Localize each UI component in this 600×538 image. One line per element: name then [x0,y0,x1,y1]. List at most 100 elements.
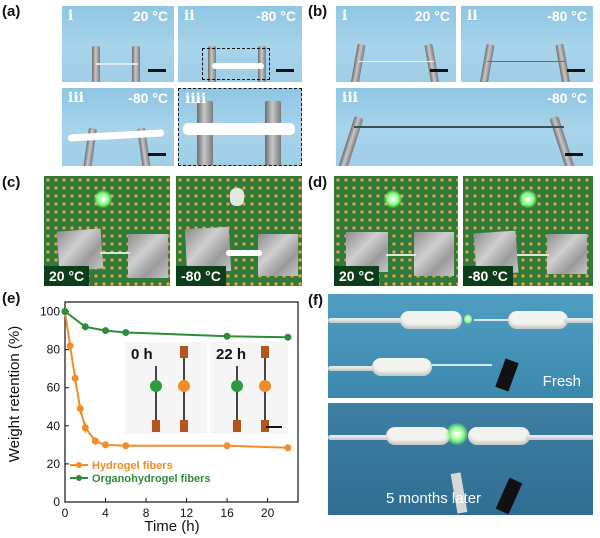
fiber [474,319,510,321]
legend-marker [76,462,82,468]
inset-0h-label: 0 h [131,346,153,363]
tweezer-left [479,43,495,82]
fiber-hanger [155,366,157,420]
clip-sheath [508,311,568,329]
stretched-fiber [354,126,564,128]
panel-b-iii-temp: -80 °C [547,90,587,106]
inset-0h-photo: 0 h [125,342,207,434]
clip [261,346,269,358]
scale-bar [430,69,448,72]
panel-b-iii-roman: iii [342,90,358,106]
x-tick-label: 20 [261,506,275,520]
frozen-fiber [226,250,262,256]
y-axis-label: Weight retention (%) [6,326,23,462]
panel-d-left-temp: 20 °C [334,266,380,286]
series-line-organohydrogel [64,310,288,339]
led-lit [519,190,537,208]
led-lit [464,314,472,324]
clip-sheath [400,311,462,329]
clip-sheath [468,427,530,445]
data-point [102,441,110,449]
panel-a-ii-roman: ii [184,8,195,24]
data-point [91,437,99,445]
panel-b-i-photo: i 20 °C [336,6,456,82]
led-off [230,188,244,206]
panel-b-ii-temp: -80 °C [547,8,587,24]
x-tick-label: 8 [143,506,150,520]
tweezer-left [337,115,364,166]
foil-electrode [414,232,454,276]
data-point [71,374,79,382]
led-lit [446,423,468,445]
x-tick-label: 4 [102,506,109,520]
panel-a-i-roman: i [68,8,74,24]
panel-a-iii-temp: -80 °C [128,90,168,106]
led-lit [94,190,112,208]
panel-f-bottom-caption: 5 months later [386,490,482,507]
zoom-box [202,48,270,80]
foil-electrode [258,234,298,276]
fiber [432,364,492,366]
panel-a-i-temp: 20 °C [132,8,168,24]
x-tick-label: 12 [180,506,194,520]
cable [328,435,392,440]
y-tick-label: 100 [40,305,60,319]
tweezer-right [555,43,571,82]
x-axis-label: Time (h) [144,518,199,535]
panel-c-right-temp: -80 °C [176,266,226,286]
panel-a-i-photo: i 20 °C [62,6,174,82]
data-point [122,442,130,450]
panel-f-fresh-photo: Fresh [328,294,593,398]
panel-c-right-photo: -80 °C [176,176,302,286]
scale-bar [148,69,166,72]
panel-f-5months-photo: 5 months later [328,403,593,515]
cable [526,435,593,440]
panel-a-label: (a) [2,3,21,20]
tweezer-right [424,43,440,82]
y-tick-label: 40 [47,419,61,433]
panel-f-top-caption: Fresh [542,373,581,390]
data-point [66,342,74,350]
frozen-fiber [212,63,264,69]
black-probe [495,358,519,392]
clip [180,346,188,358]
data-point [284,333,292,341]
legend-label: Hydrogel fibers [92,460,173,472]
scale-bar [148,153,166,156]
data-point [81,424,89,432]
data-point [61,308,69,316]
orange-ball [259,380,271,392]
panel-a-iii-roman: iii [68,90,84,106]
y-tick-label: 0 [53,495,60,509]
tweezer-right [549,115,576,166]
fiber [487,61,565,62]
black-probe [495,477,523,515]
panel-b-ii-photo: ii -80 °C [461,6,593,82]
led-lit [384,190,402,208]
clip [261,420,269,432]
fiber [517,254,549,256]
panel-e-label: (e) [2,290,21,307]
green-ball [231,380,243,392]
y-tick-label: 20 [47,457,61,471]
data-point [102,327,110,335]
legend-label: Organohydrogel fibers [92,473,211,485]
panel-b-iii-photo: iii -80 °C [336,88,593,166]
data-point [223,332,231,340]
panel-a-ii-temp: -80 °C [256,8,296,24]
data-point [76,405,84,413]
series-line-hydrogel [64,311,288,449]
x-tick-label: 16 [220,506,234,520]
panel-f-label: (f) [308,292,323,309]
y-tick-label: 60 [47,381,61,395]
data-point [81,323,89,331]
cable [328,366,378,371]
weight-retention-chart: 0 4 8 12 16 20 0 20 40 60 80 100 Hydrogel fibersOrg… [6,301,299,535]
data-point [223,442,231,450]
frozen-fiber [67,129,165,142]
panel-a-iii-photo: iii -80 °C [62,88,174,166]
fiber [96,63,138,65]
panel-a-iiii-photo: iiii [178,88,302,166]
fiber [358,61,434,62]
panel-c-left-temp: 20 °C [44,266,90,286]
